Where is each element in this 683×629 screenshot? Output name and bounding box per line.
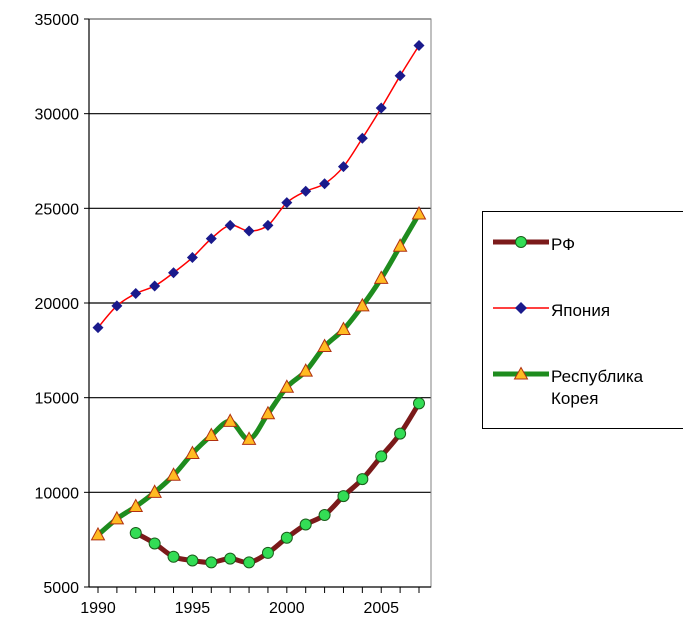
series-line [97,45,420,329]
data-point [148,537,161,550]
data-point [243,225,255,237]
x-tick-label: 1990 [80,600,116,617]
series-line [134,402,422,565]
data-point [375,102,387,114]
data-point [185,445,200,460]
data-point [279,379,295,393]
legend-swatch-japan [493,302,549,314]
data-point [243,556,256,569]
y-tick-label: 30000 [35,107,80,124]
data-point [355,297,370,312]
data-point [373,270,389,284]
data-point [130,288,142,300]
gridlines [89,18,431,493]
data-point [168,267,180,279]
data-point [318,509,331,522]
legend-item-korea: Республика Корея [491,366,681,410]
legend-label: Республика Корея [551,367,644,408]
data-point [186,252,198,264]
data-point [281,197,293,209]
data-point [356,132,368,144]
data-point [224,219,236,231]
data-point [111,300,123,312]
data-point [337,490,350,503]
data-point [260,405,276,420]
legend-swatch-rf [493,236,549,248]
data-point [166,467,181,481]
data-point [394,427,407,440]
data-point [149,280,161,292]
data-point [298,363,314,377]
data-point [147,484,162,498]
y-tick-label: 5000 [43,580,79,597]
y-tick-label: 15000 [35,391,80,408]
series-line [96,212,422,537]
data-point [280,531,293,544]
data-point [300,185,312,197]
legend-label: РФ [551,235,576,254]
legend-item-rf: РФ [491,234,681,256]
data-point [319,178,331,190]
data-point [205,233,217,245]
legend-item-japan: Япония [491,300,681,322]
y-tick-label: 35000 [35,12,80,29]
data-point [109,510,125,525]
data-point [261,546,274,559]
data-point [92,322,104,334]
x-tick-label: 1995 [175,600,211,617]
data-point [90,526,106,541]
y-tick-label: 10000 [35,485,80,502]
data-point [241,431,257,445]
data-point [129,527,142,540]
series-layer [90,40,427,569]
x-tick-label: 2005 [363,600,399,617]
data-point [203,427,219,442]
data-point [186,554,199,567]
data-point [205,556,218,569]
data-point [167,550,180,563]
data-point [392,238,408,252]
data-point [299,518,312,531]
data-point [128,498,144,513]
data-point [262,219,274,231]
data-point [336,321,351,336]
y-tick-label: 20000 [35,296,80,313]
data-point [375,450,388,463]
data-point [222,413,238,427]
y-tick-label: 25000 [35,201,80,218]
data-point [356,473,369,486]
legend: РФ Япония Республика Корея [482,211,683,429]
data-point [413,40,425,52]
x-tick-label: 2000 [269,600,305,617]
data-point [317,338,332,353]
legend-label: Япония [551,301,611,320]
data-point [224,552,237,565]
axes [84,18,431,593]
data-point [411,205,427,220]
tick-labels: 5000 10000 15000 20000 25000 30000 35000 1990 19… [35,12,400,617]
data-point [413,397,425,410]
data-point [337,161,349,173]
data-point [394,70,406,82]
legend-swatch-korea [493,366,549,380]
